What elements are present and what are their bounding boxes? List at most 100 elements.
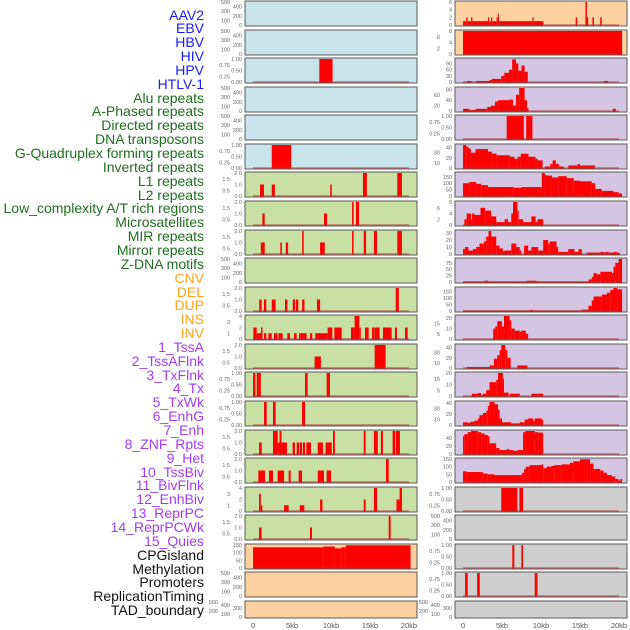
bar bbox=[363, 499, 366, 512]
bar bbox=[605, 251, 609, 255]
bar bbox=[489, 382, 497, 397]
bar bbox=[532, 17, 534, 26]
bar bbox=[496, 245, 500, 255]
bar bbox=[373, 231, 378, 255]
bar bbox=[464, 434, 468, 455]
y-tick-label: 0.00 bbox=[231, 423, 242, 429]
bar bbox=[601, 190, 614, 197]
bar bbox=[489, 21, 492, 26]
y-tick-label: 0.5 bbox=[222, 217, 230, 223]
bar bbox=[524, 468, 526, 483]
y-tick-label: 30 bbox=[434, 407, 440, 413]
y-tick-label: 2.0 bbox=[234, 229, 242, 235]
bar bbox=[516, 63, 519, 83]
y-tick-label: 100 bbox=[233, 551, 242, 557]
bar bbox=[364, 327, 369, 340]
bar bbox=[506, 449, 510, 455]
panel-background bbox=[244, 400, 418, 427]
track-label: 4_Tx bbox=[172, 380, 204, 397]
x-tick-label: 5kb bbox=[286, 621, 298, 630]
bar bbox=[491, 17, 493, 26]
y-tick-label: 200 bbox=[233, 271, 242, 277]
bar bbox=[279, 431, 282, 455]
y-tick-label: 6 bbox=[437, 206, 440, 212]
bar bbox=[261, 327, 263, 340]
y-tick-label: 0 bbox=[449, 423, 452, 429]
y-tick-label: 30 bbox=[446, 74, 452, 80]
bar bbox=[487, 106, 492, 112]
y-tick-label: 20 bbox=[446, 356, 452, 362]
y-tick-label: 1.00 bbox=[441, 486, 452, 492]
bar bbox=[528, 156, 536, 169]
bar bbox=[620, 478, 623, 483]
bar bbox=[317, 470, 324, 483]
y-tick-label: 10 bbox=[434, 361, 440, 367]
bar bbox=[484, 434, 488, 455]
bar bbox=[475, 149, 488, 169]
y-tick-label: 2 bbox=[449, 15, 452, 21]
y-tick-label: 75 bbox=[446, 261, 452, 267]
y-tick-label: 20 bbox=[446, 316, 452, 322]
bar bbox=[466, 17, 468, 26]
bar bbox=[504, 219, 508, 226]
bar bbox=[352, 231, 354, 255]
bar bbox=[476, 183, 482, 197]
bar bbox=[521, 545, 524, 569]
bar bbox=[305, 373, 308, 397]
bar bbox=[277, 442, 280, 455]
bar bbox=[479, 415, 483, 426]
y-tick-label: 300 bbox=[221, 95, 230, 101]
y-tick-label: 50 bbox=[446, 267, 452, 273]
bar bbox=[554, 465, 562, 483]
y-tick-label: 0.00 bbox=[231, 394, 242, 400]
bar bbox=[272, 402, 276, 426]
y-tick-label: 80 bbox=[446, 87, 452, 93]
bar bbox=[463, 31, 623, 55]
bar bbox=[595, 188, 602, 197]
y-tick-label: 60 bbox=[446, 68, 452, 74]
bar bbox=[281, 442, 288, 455]
y-tick-label: 0.00 bbox=[441, 594, 452, 600]
bar bbox=[546, 175, 552, 197]
bar bbox=[591, 300, 594, 312]
y-tick-label: 0 bbox=[449, 80, 452, 86]
bar bbox=[603, 472, 607, 483]
bar bbox=[327, 327, 333, 340]
y-tick-label: 0.5 bbox=[222, 303, 230, 309]
bar bbox=[471, 393, 478, 397]
bar bbox=[264, 333, 267, 340]
y-tick-label: 0 bbox=[449, 280, 452, 286]
y-tick-label: 0 bbox=[449, 452, 452, 458]
bar bbox=[501, 326, 504, 340]
bar bbox=[487, 474, 495, 483]
y-tick-label: 2.0 bbox=[234, 171, 242, 177]
bar bbox=[504, 72, 510, 83]
y-tick-label: 300 bbox=[221, 580, 230, 586]
y-tick-label: 0 bbox=[449, 366, 452, 372]
y-tick-label: 1.00 bbox=[441, 114, 452, 120]
bar bbox=[590, 463, 594, 483]
y-tick-label: 1.5 bbox=[222, 292, 230, 298]
y-tick-label: 40 bbox=[446, 146, 452, 152]
track-label: HIV bbox=[180, 48, 204, 65]
bar bbox=[487, 151, 492, 169]
bar bbox=[496, 379, 498, 397]
y-tick-label: 0 bbox=[239, 337, 242, 343]
bar bbox=[466, 472, 483, 483]
bar bbox=[298, 470, 302, 483]
y-tick-label: 0 bbox=[449, 252, 452, 258]
y-tick-label: 0.75 bbox=[429, 549, 440, 555]
bar bbox=[613, 192, 619, 197]
y-tick-label: 30 bbox=[434, 351, 440, 357]
y-tick-label: 0 bbox=[449, 23, 452, 29]
x-tick-label: 10kb bbox=[533, 621, 549, 630]
bar bbox=[513, 202, 518, 226]
bar bbox=[463, 183, 470, 197]
bar bbox=[466, 213, 472, 226]
track-label: L1 repeats bbox=[137, 172, 204, 189]
bar bbox=[359, 327, 361, 340]
y-tick-label: 2.0 bbox=[234, 457, 242, 463]
y-tick-label: 0 bbox=[239, 594, 242, 600]
bar bbox=[302, 299, 305, 312]
track-label: Methylation bbox=[132, 560, 204, 577]
